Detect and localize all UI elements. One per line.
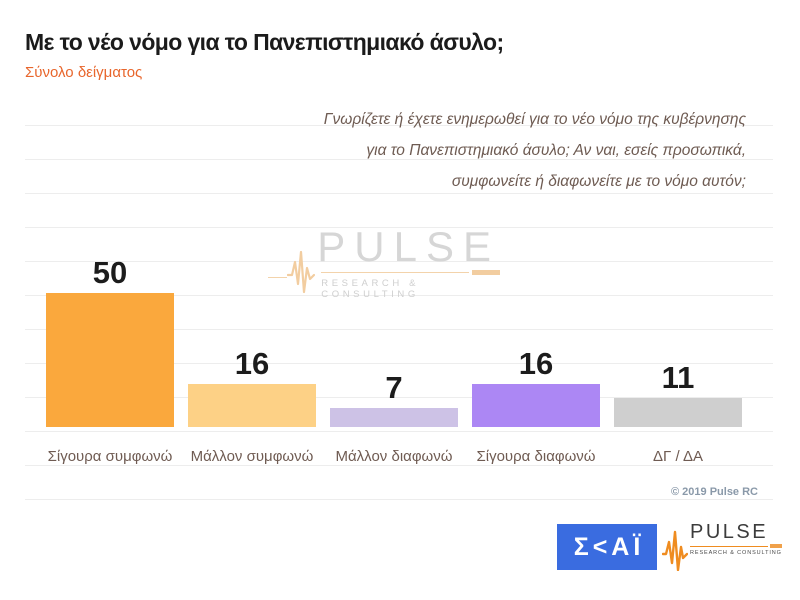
- copyright-text: © 2019 Pulse RC: [671, 486, 758, 498]
- bar-value-label: 50: [92, 255, 128, 290]
- gridline: [25, 499, 773, 500]
- category-label: Σίγουρα διαφωνώ: [476, 448, 596, 465]
- bar: [188, 384, 316, 427]
- bar-value-label: 16: [234, 346, 270, 381]
- page-title: Με το νέο νόμο για το Πανεπιστημιακό άσυ…: [25, 29, 504, 55]
- gridline: [25, 397, 773, 398]
- skai-logo-text: Σ<ΑΪ: [573, 532, 645, 561]
- bar-value-label: 16: [518, 346, 554, 381]
- bar: [46, 293, 174, 427]
- gridline: [25, 329, 773, 330]
- bar-slot: 7: [330, 372, 458, 427]
- pulse-logo-brand: PULSE: [690, 521, 769, 543]
- watermark-underline: [321, 270, 500, 275]
- skai-logo: Σ<ΑΪ: [557, 524, 657, 570]
- bar: [330, 408, 458, 427]
- bar-slot: 16: [472, 348, 600, 427]
- bar: [614, 398, 742, 427]
- gridline: [25, 261, 773, 262]
- gridline: [25, 227, 773, 228]
- gridline: [25, 125, 773, 126]
- category-label: Σίγουρα συμφωνώ: [47, 448, 173, 465]
- bar: [472, 384, 600, 427]
- pulse-logo: PULSE RESEARCH & CONSULTING: [662, 521, 782, 571]
- category-label: Μάλλον συμφωνώ: [190, 448, 314, 465]
- gridline: [25, 431, 773, 432]
- watermark-tagline: RESEARCH & CONSULTING: [321, 278, 420, 300]
- pulse-logo-tagline: RESEARCH & CONSULTING: [690, 550, 782, 556]
- pulse-watermark: PULSE RESEARCH & CONSULTING: [268, 226, 500, 300]
- page-subtitle: Σύνολο δείγματος: [25, 64, 143, 81]
- watermark-line: [268, 277, 288, 278]
- gridline: [25, 193, 773, 194]
- question-text: Γνωρίζετε ή έχετε ενημερωθεί για το νέο …: [323, 111, 746, 190]
- bars-row: 50 16 7 16 11: [46, 197, 742, 427]
- gridline: [25, 295, 773, 296]
- category-label: ΔΓ / ΔΑ: [653, 448, 703, 465]
- bar-slot: 11: [614, 362, 742, 427]
- category-label: Μάλλον διαφωνώ: [335, 448, 453, 465]
- bar-slot: 50: [46, 257, 174, 427]
- gridline: [25, 465, 773, 466]
- watermark-brand: PULSE: [317, 223, 500, 270]
- watermark-main: PULSE RESEARCH & CONSULTING: [315, 226, 500, 300]
- bar-slot: 16: [188, 348, 316, 427]
- pulse-logo-main: PULSE RESEARCH & CONSULTING: [690, 521, 782, 556]
- pulse-logo-underline: [690, 544, 782, 548]
- category-labels-row: Σίγουρα συμφωνώ Μάλλον συμφωνώ Μάλλον διαφ…: [46, 447, 742, 467]
- gridline: [25, 159, 773, 160]
- gridline: [25, 363, 773, 364]
- bar-value-label: 7: [385, 370, 403, 405]
- heartbeat-icon: [662, 530, 688, 571]
- heartbeat-icon: [287, 250, 316, 294]
- bar-value-label: 11: [661, 360, 695, 395]
